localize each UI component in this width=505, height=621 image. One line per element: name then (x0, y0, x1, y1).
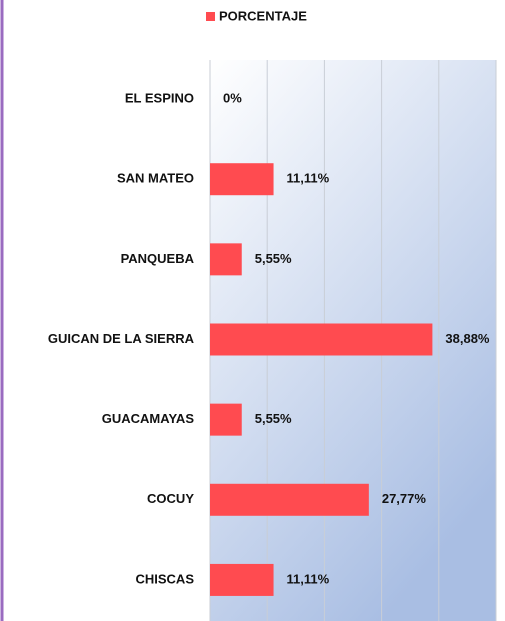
category-label: GUACAMAYAS (102, 411, 195, 426)
value-label: 5,55% (255, 251, 292, 266)
bar (210, 563, 274, 596)
category-label: GUICAN DE LA SIERRA (48, 331, 195, 346)
value-label: 27,77% (382, 491, 427, 506)
legend-swatch (206, 12, 215, 21)
value-label: 38,88% (445, 331, 490, 346)
legend-label: PORCENTAJE (219, 8, 307, 23)
bar (210, 403, 242, 436)
bar (210, 243, 242, 276)
category-label: PANQUEBA (121, 251, 195, 266)
bar (210, 483, 369, 516)
bar (210, 323, 433, 356)
value-label: 5,55% (255, 411, 292, 426)
category-label: SAN MATEO (117, 171, 194, 186)
value-label: 0% (223, 91, 242, 106)
bar (210, 163, 274, 196)
category-label: COCUY (147, 491, 194, 506)
category-label: EL ESPINO (125, 91, 194, 106)
value-label: 11,11% (287, 571, 330, 586)
value-label: 11,11% (287, 171, 330, 186)
category-label: CHISCAS (135, 571, 194, 586)
